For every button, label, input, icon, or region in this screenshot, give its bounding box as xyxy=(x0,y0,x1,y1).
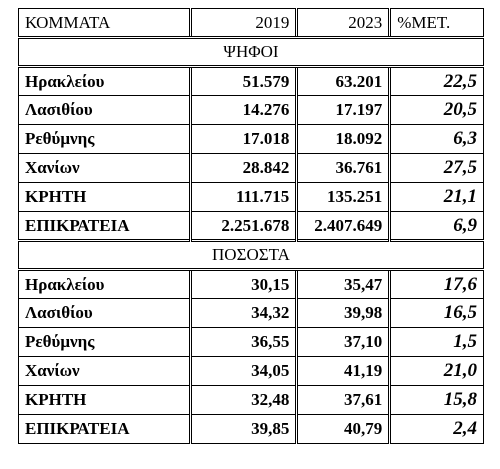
data-cell: 17.018 xyxy=(188,124,298,154)
section-title: ΠΟΣΟΣΤΑ xyxy=(18,239,484,271)
data-cell: 17,6 xyxy=(388,269,484,299)
row-label: Ρεθύμνης xyxy=(18,327,191,357)
section-title: ΨΗΦΟΙ xyxy=(18,36,484,68)
data-cell: 40,79 xyxy=(295,414,391,444)
header-cell: %ΜΕΤ. xyxy=(388,8,484,39)
row-label: Λασιθίου xyxy=(18,95,191,125)
data-row: Ηρακλείου 51.579 63.201 22,5 xyxy=(18,66,484,96)
data-row: Ηρακλείου 30,15 35,47 17,6 xyxy=(18,269,484,299)
data-cell: 16,5 xyxy=(388,298,484,328)
data-row: ΚΡΗΤΗ 32,48 37,61 15,8 xyxy=(18,385,484,415)
data-cell: 34,05 xyxy=(188,356,298,386)
data-cell: 14.276 xyxy=(188,95,298,125)
data-cell: 27,5 xyxy=(388,153,484,183)
row-label: ΚΡΗΤΗ xyxy=(18,182,191,212)
data-cell: 36,55 xyxy=(188,327,298,357)
row-label: ΚΡΗΤΗ xyxy=(18,385,191,415)
data-cell: 63.201 xyxy=(295,66,391,96)
data-row: Λασιθίου 34,32 39,98 16,5 xyxy=(18,298,484,328)
data-cell: 22,5 xyxy=(388,66,484,96)
data-cell: 2.407.649 xyxy=(295,211,391,241)
row-label: ΕΠΙΚΡΑΤΕΙΑ xyxy=(18,211,191,241)
data-cell: 28.842 xyxy=(188,153,298,183)
header-cell: ΚΟΜΜΑΤΑ xyxy=(18,8,191,39)
data-cell: 36.761 xyxy=(295,153,391,183)
data-cell: 135.251 xyxy=(295,182,391,212)
data-cell: 39,98 xyxy=(295,298,391,328)
row-label: ΕΠΙΚΡΑΤΕΙΑ xyxy=(18,414,191,444)
row-label: Ρεθύμνης xyxy=(18,124,191,154)
data-cell: 21,0 xyxy=(388,356,484,386)
row-label: Ηρακλείου xyxy=(18,269,191,299)
data-cell: 51.579 xyxy=(188,66,298,96)
section-row: ΠΟΣΟΣΤΑ xyxy=(18,239,484,271)
section-row: ΨΗΦΟΙ xyxy=(18,36,484,68)
header-row: ΚΟΜΜΑΤΑ 2019 2023 %ΜΕΤ. xyxy=(18,8,484,39)
header-cell: 2019 xyxy=(188,8,298,39)
data-cell: 37,61 xyxy=(295,385,391,415)
table-body: ΚΟΜΜΑΤΑ 2019 2023 %ΜΕΤ. ΨΗΦΟΙ Ηρακλείου 51… xyxy=(18,8,484,444)
row-label: Χανίων xyxy=(18,356,191,386)
row-label: Χανίων xyxy=(18,153,191,183)
data-cell: 18.092 xyxy=(295,124,391,154)
row-label: Λασιθίου xyxy=(18,298,191,328)
data-cell: 20,5 xyxy=(388,95,484,125)
data-cell: 111.715 xyxy=(188,182,298,212)
data-row: Λασιθίου 14.276 17.197 20,5 xyxy=(18,95,484,125)
data-row: ΕΠΙΚΡΑΤΕΙΑ 2.251.678 2.407.649 6,9 xyxy=(18,211,484,241)
row-label: Ηρακλείου xyxy=(18,66,191,96)
data-row: Χανίων 28.842 36.761 27,5 xyxy=(18,153,484,183)
data-row: Ρεθύμνης 17.018 18.092 6,3 xyxy=(18,124,484,154)
data-row: Ρεθύμνης 36,55 37,10 1,5 xyxy=(18,327,484,357)
data-row: Χανίων 34,05 41,19 21,0 xyxy=(18,356,484,386)
data-cell: 37,10 xyxy=(295,327,391,357)
data-cell: 41,19 xyxy=(295,356,391,386)
data-cell: 2,4 xyxy=(388,414,484,444)
data-cell: 2.251.678 xyxy=(188,211,298,241)
data-cell: 15,8 xyxy=(388,385,484,415)
data-cell: 35,47 xyxy=(295,269,391,299)
data-cell: 30,15 xyxy=(188,269,298,299)
data-row: ΕΠΙΚΡΑΤΕΙΑ 39,85 40,79 2,4 xyxy=(18,414,484,444)
data-cell: 6,3 xyxy=(388,124,484,154)
data-row: ΚΡΗΤΗ 111.715 135.251 21,1 xyxy=(18,182,484,212)
data-cell: 6,9 xyxy=(388,211,484,241)
data-cell: 21,1 xyxy=(388,182,484,212)
data-cell: 39,85 xyxy=(188,414,298,444)
data-cell: 17.197 xyxy=(295,95,391,125)
data-cell: 34,32 xyxy=(188,298,298,328)
data-cell: 32,48 xyxy=(188,385,298,415)
results-table: ΚΟΜΜΑΤΑ 2019 2023 %ΜΕΤ. ΨΗΦΟΙ Ηρακλείου 51… xyxy=(18,8,484,444)
data-cell: 1,5 xyxy=(388,327,484,357)
header-cell: 2023 xyxy=(295,8,391,39)
